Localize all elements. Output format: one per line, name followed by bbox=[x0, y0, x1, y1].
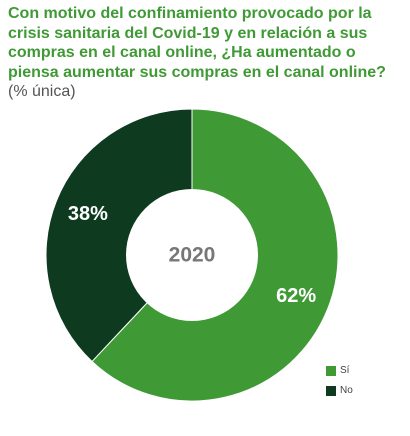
slice-label-no: 38% bbox=[68, 203, 108, 225]
legend-label-no: No bbox=[340, 385, 353, 396]
legend-label-si: Sí bbox=[340, 365, 350, 376]
chart-title-note: (% única) bbox=[8, 83, 76, 100]
legend-item-no: No bbox=[326, 385, 353, 396]
legend: Sí No bbox=[326, 365, 353, 405]
slice-labels: 62% 38% bbox=[68, 203, 317, 307]
chart-title-main: Con motivo del confinamiento provocado p… bbox=[8, 5, 386, 81]
legend-item-si: Sí bbox=[326, 365, 353, 376]
slice-label-si: 62% bbox=[276, 285, 316, 307]
slice-no bbox=[45, 108, 193, 363]
legend-swatch-no bbox=[326, 385, 336, 396]
legend-swatch-si bbox=[326, 365, 336, 376]
chart-title: Con motivo del confinamiento provocado p… bbox=[8, 4, 404, 102]
donut-hole bbox=[126, 189, 258, 321]
center-label: 2020 bbox=[169, 244, 216, 267]
